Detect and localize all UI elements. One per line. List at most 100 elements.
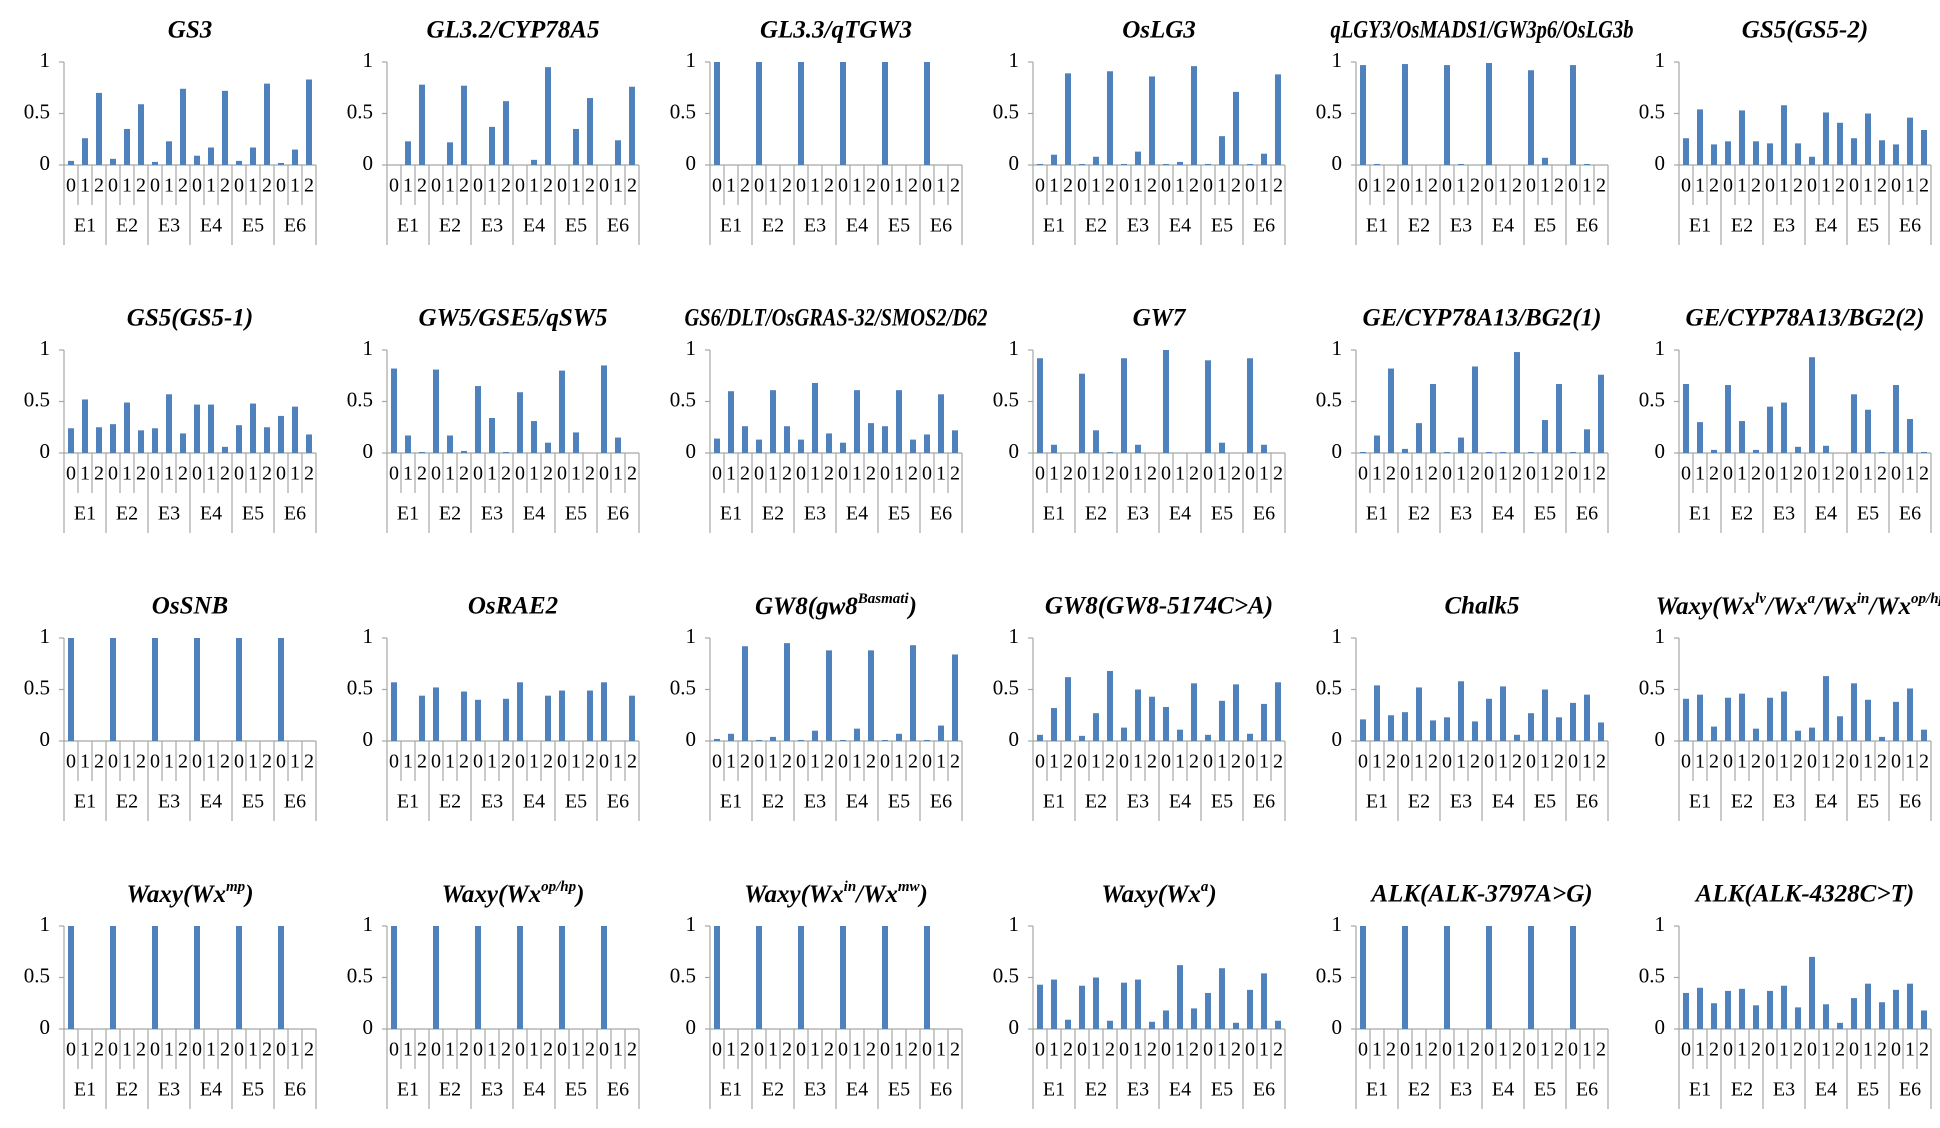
- category-label: 0: [922, 175, 932, 197]
- category-label: 1: [248, 175, 258, 197]
- bar: [1907, 419, 1913, 453]
- category-label: 0: [389, 463, 399, 485]
- category-label: 2: [1793, 463, 1803, 485]
- bar: [1107, 670, 1113, 741]
- category-label: 2: [1554, 751, 1564, 773]
- category-label: 2: [782, 463, 792, 485]
- group-label: E3: [1450, 791, 1472, 813]
- group-label: E6: [930, 791, 952, 813]
- bar: [1809, 727, 1815, 741]
- bar: [770, 390, 776, 453]
- category-label: 2: [1751, 1039, 1761, 1061]
- bar: [868, 423, 874, 453]
- bar: [1121, 727, 1127, 741]
- group-label: E2: [762, 1079, 784, 1101]
- category-label: 0: [192, 175, 202, 197]
- bar: [1191, 1008, 1197, 1029]
- category-label: 0: [1681, 463, 1691, 485]
- bar: [1458, 437, 1464, 453]
- bar: [840, 62, 846, 165]
- category-label: 2: [1189, 175, 1199, 197]
- category-label: 0: [838, 751, 848, 773]
- bar: [1879, 736, 1885, 741]
- group-label: E6: [1253, 1079, 1275, 1101]
- bar: [798, 439, 804, 453]
- category-label: 2: [1835, 463, 1845, 485]
- bar: [419, 451, 425, 453]
- category-label: 0: [1568, 1039, 1578, 1061]
- y-tick-label: 0.5: [24, 99, 50, 123]
- category-label: 0: [1400, 751, 1410, 773]
- category-label: 1: [571, 463, 581, 485]
- y-tick-label: 1: [686, 336, 697, 360]
- group-label: E2: [116, 791, 138, 813]
- bar: [770, 736, 776, 741]
- category-label: 0: [1681, 1039, 1691, 1061]
- bar: [292, 406, 298, 453]
- bar: [1697, 109, 1703, 165]
- group-label: E6: [284, 503, 306, 525]
- bar: [798, 62, 804, 165]
- category-label: 0: [922, 1039, 932, 1061]
- bar: [1402, 926, 1408, 1029]
- category-label: 2: [1428, 175, 1438, 197]
- category-label: 2: [1793, 1039, 1803, 1061]
- group-label: E2: [762, 215, 784, 237]
- bar: [531, 159, 537, 165]
- bar: [840, 442, 846, 453]
- category-label: 1: [571, 175, 581, 197]
- bar: [1121, 982, 1127, 1029]
- bar: [1753, 1005, 1759, 1029]
- group-label: E6: [1899, 1079, 1921, 1101]
- category-label: 1: [1456, 175, 1466, 197]
- group-label: E1: [74, 1079, 96, 1101]
- category-label: 0: [1568, 175, 1578, 197]
- bar: [152, 161, 158, 165]
- category-label: 0: [389, 1039, 399, 1061]
- category-label: 1: [1582, 751, 1592, 773]
- group-label: E2: [1408, 503, 1430, 525]
- bar: [110, 638, 116, 741]
- category-label: 0: [108, 751, 118, 773]
- category-label: 2: [1063, 751, 1073, 773]
- bar: [433, 926, 439, 1029]
- bar: [405, 435, 411, 453]
- bar: [1865, 409, 1871, 453]
- y-tick-label: 0.5: [1316, 99, 1342, 123]
- group-label: E3: [158, 791, 180, 813]
- y-tick-label: 1: [40, 912, 51, 936]
- category-label: 1: [122, 1039, 132, 1061]
- bar: [1149, 76, 1155, 165]
- bar: [1079, 985, 1085, 1029]
- group-label: E6: [607, 215, 629, 237]
- group-label: E5: [1534, 215, 1556, 237]
- bar: [938, 725, 944, 741]
- category-label: 1: [403, 751, 413, 773]
- category-label: 2: [1189, 751, 1199, 773]
- group-label: E4: [1815, 215, 1837, 237]
- chart-title: GL3.2/CYP78A5: [427, 17, 600, 44]
- category-label: 2: [220, 463, 230, 485]
- bar: [1865, 113, 1871, 165]
- category-label: 1: [1175, 1039, 1185, 1061]
- bar: [194, 638, 200, 741]
- bar: [1725, 990, 1731, 1029]
- group-label: E3: [481, 791, 503, 813]
- y-tick-label: 1: [1655, 48, 1666, 72]
- bar: [461, 85, 467, 165]
- category-label: 1: [1498, 463, 1508, 485]
- y-tick-label: 0: [363, 439, 374, 463]
- category-label: 0: [1161, 751, 1171, 773]
- category-label: 0: [66, 751, 76, 773]
- bar: [1107, 451, 1113, 453]
- bar: [1781, 985, 1787, 1029]
- category-label: 1: [936, 1039, 946, 1061]
- category-label: 1: [1217, 751, 1227, 773]
- category-label: 2: [304, 751, 314, 773]
- category-label: 0: [1765, 1039, 1775, 1061]
- category-label: 1: [1414, 463, 1424, 485]
- category-label: 2: [1512, 175, 1522, 197]
- bar: [1191, 683, 1197, 741]
- category-label: 2: [1877, 751, 1887, 773]
